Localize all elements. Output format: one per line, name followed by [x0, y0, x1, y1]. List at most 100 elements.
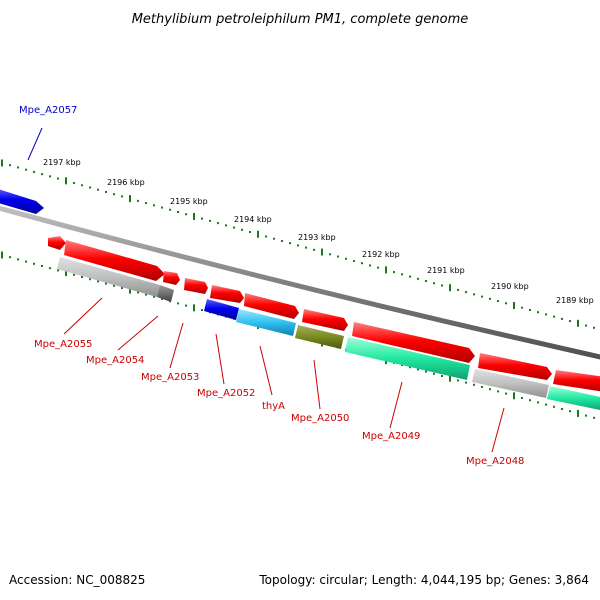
minor-tick	[153, 204, 155, 207]
major-tick	[449, 374, 451, 382]
minor-tick	[569, 320, 571, 323]
minor-tick	[553, 405, 555, 408]
minor-tick	[457, 379, 459, 382]
tick-labels: 2197 kbp 2196 kbp 2195 kbp 2194 kbp 2193 kbp…	[43, 158, 594, 305]
minor-tick	[241, 228, 243, 231]
gene-bar-11[interactable]	[547, 386, 600, 411]
tick-label: 2191 kbp	[427, 266, 465, 275]
gene-arrow-5[interactable]	[210, 285, 244, 303]
gene-arrow-4[interactable]	[184, 278, 208, 294]
major-tick	[65, 269, 67, 277]
minor-tick	[345, 257, 347, 260]
minor-tick	[553, 315, 555, 318]
minor-tick	[505, 392, 507, 395]
minor-tick	[177, 210, 179, 213]
major-tick	[513, 302, 515, 310]
gene-label-thya[interactable]: thyA	[262, 401, 285, 412]
gene-label-mpe-a2049[interactable]: Mpe_A2049	[362, 431, 420, 442]
minor-tick	[49, 175, 51, 178]
minor-tick	[433, 282, 435, 285]
gene-bar-mpe-a2055-end[interactable]	[157, 285, 174, 302]
major-tick	[385, 266, 387, 274]
genome-summary: Topology: circular; Length: 4,044,195 bp…	[259, 573, 589, 587]
minor-tick	[561, 408, 563, 410]
minor-tick	[97, 280, 99, 283]
minor-tick	[593, 416, 595, 419]
tick-label: 2196 kbp	[107, 178, 145, 187]
leader-mpe-a2057	[27, 127, 43, 161]
minor-tick	[377, 266, 379, 269]
minor-tick	[337, 255, 339, 258]
minor-tick	[545, 313, 547, 316]
gene-bar-mpe-a2050[interactable]	[295, 325, 344, 349]
minor-tick	[121, 287, 123, 289]
minor-tick	[9, 164, 11, 167]
gene-arrow-8[interactable]	[352, 322, 475, 363]
gene-arrow-2[interactable]	[64, 240, 165, 281]
gene-bar-mpe-a2052[interactable]	[204, 299, 239, 320]
tick-label: 2195 kbp	[170, 197, 208, 206]
major-tick	[513, 392, 515, 400]
minor-tick	[41, 265, 43, 267]
minor-tick	[289, 242, 291, 245]
gene-label-mpe-a2048[interactable]: Mpe_A2048	[466, 456, 524, 467]
minor-tick	[529, 399, 531, 402]
minor-tick	[465, 381, 467, 384]
minor-tick	[281, 239, 283, 242]
genome-backbone	[0, 205, 600, 360]
minor-tick	[313, 248, 315, 251]
gene-bar-mpe-a2055[interactable]	[57, 257, 160, 297]
minor-tick	[329, 253, 331, 256]
leader-mpe-a2048	[491, 407, 505, 453]
minor-tick	[353, 259, 355, 262]
minor-tick	[49, 267, 51, 270]
minor-tick	[561, 317, 563, 320]
gene-arrow-7[interactable]	[302, 309, 348, 331]
minor-tick	[177, 302, 179, 305]
minor-tick	[457, 288, 459, 291]
minor-tick	[105, 282, 107, 285]
minor-tick	[201, 309, 203, 311]
major-tick	[449, 284, 451, 292]
major-tick	[65, 177, 67, 185]
gene-label-mpe-a2054[interactable]: Mpe_A2054	[86, 355, 144, 366]
gene-label-mpe-a2052[interactable]: Mpe_A2052	[197, 388, 255, 399]
gene-bar-thya[interactable]	[236, 309, 296, 336]
minor-tick	[473, 383, 475, 386]
gene-arrow-mpe-a2057[interactable]	[0, 188, 44, 214]
minor-tick	[489, 297, 491, 300]
minor-tick	[161, 298, 163, 300]
minor-tick	[265, 235, 267, 238]
minor-tick	[361, 262, 363, 265]
gene-bar-mpe-a2048[interactable]	[472, 369, 549, 398]
minor-tick	[409, 366, 411, 369]
major-tick	[577, 409, 579, 417]
major-tick	[1, 159, 3, 167]
gene-arrow-10[interactable]	[553, 370, 600, 392]
minor-tick	[105, 190, 107, 193]
minor-tick	[537, 401, 539, 404]
minor-tick	[441, 284, 443, 287]
minor-tick	[145, 202, 147, 205]
minor-tick	[137, 199, 139, 202]
gene-arrow-3[interactable]	[163, 271, 180, 285]
minor-tick	[481, 295, 483, 298]
minor-tick	[273, 237, 275, 240]
gene-label-mpe-a2050[interactable]: Mpe_A2050	[291, 413, 349, 424]
major-tick	[321, 248, 323, 256]
minor-tick	[249, 231, 251, 234]
gene-label-mpe-a2055[interactable]: Mpe_A2055	[34, 339, 92, 350]
gene-bar-mpe-a2049[interactable]	[345, 337, 470, 380]
gene-label-mpe-a2057[interactable]: Mpe_A2057	[19, 105, 77, 116]
gene-arrow-9[interactable]	[478, 353, 552, 380]
minor-tick	[537, 311, 539, 314]
minor-tick	[473, 293, 475, 296]
gene-arrow-1[interactable]	[48, 236, 66, 250]
minor-tick	[17, 258, 19, 261]
gene-label-mpe-a2053[interactable]: Mpe_A2053	[141, 372, 199, 383]
leader-mpe-a2054	[117, 315, 159, 351]
gene-arrow-6[interactable]	[244, 293, 299, 319]
tick-label: 2197 kbp	[43, 158, 81, 167]
minor-tick	[185, 213, 187, 216]
